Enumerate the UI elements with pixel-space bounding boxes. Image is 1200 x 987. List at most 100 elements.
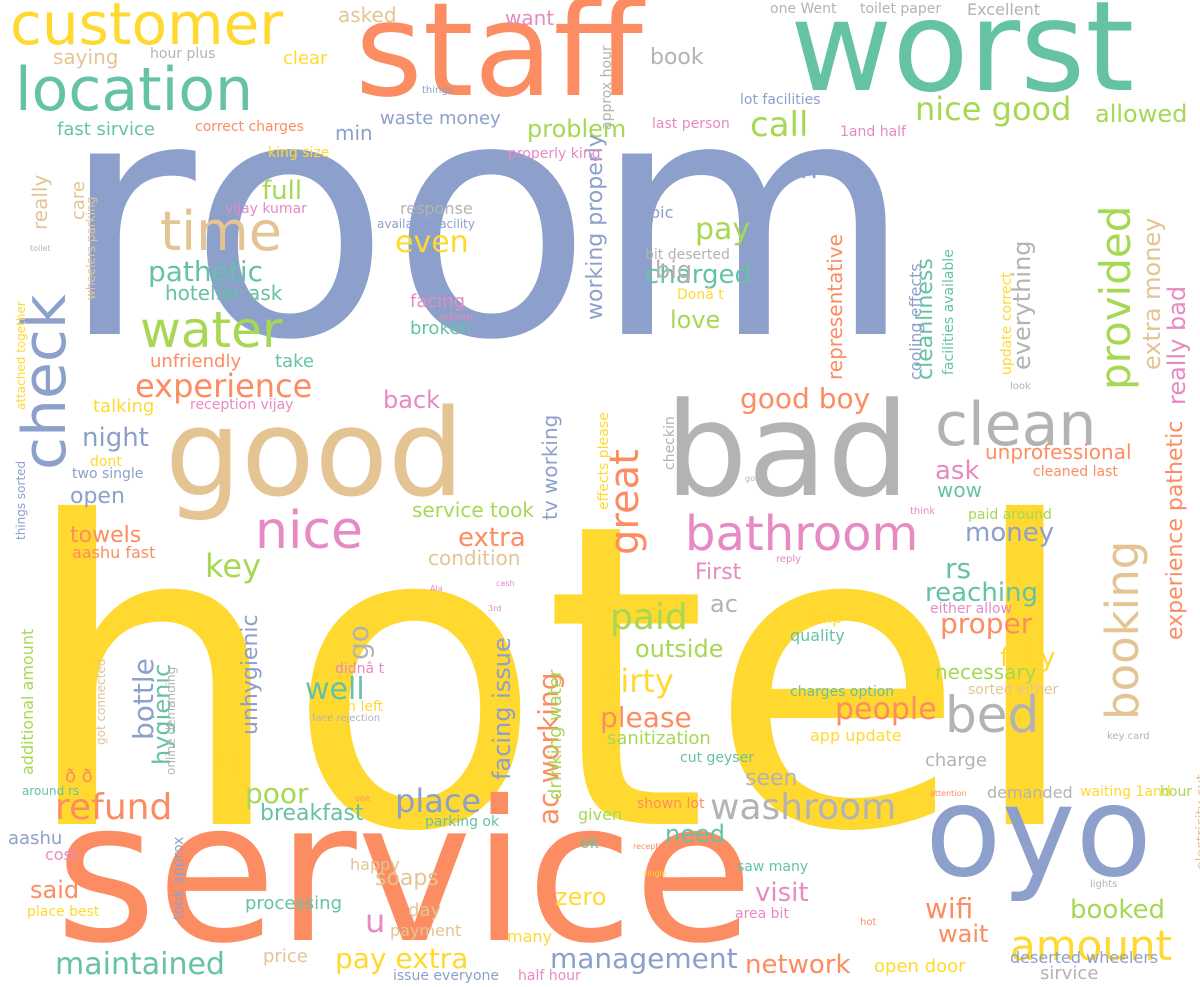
word-80: go — [342, 625, 375, 660]
word-95: big — [655, 256, 693, 284]
word-69: please — [600, 701, 692, 734]
word-176: single — [643, 869, 667, 878]
word-113: two single — [72, 466, 144, 482]
word-90: booked — [1070, 895, 1165, 925]
word-104: want — [505, 6, 555, 30]
word-67: outside — [635, 635, 724, 663]
word-56: unprofessional — [985, 440, 1132, 464]
word-78: unhygienic — [238, 614, 263, 735]
word-26: management — [550, 942, 738, 975]
word-65: people — [835, 692, 937, 727]
word-103: book — [650, 45, 704, 70]
word-165: charge — [925, 750, 987, 771]
word-50: key — [205, 547, 262, 585]
word-2: service — [55, 759, 754, 986]
word-25: maintained — [55, 947, 225, 982]
word-195: ð ð — [65, 766, 93, 787]
word-123: online demanding — [164, 666, 178, 775]
word-74: condition — [428, 546, 521, 570]
word-58: wow — [937, 478, 982, 502]
word-183: half hour — [518, 968, 581, 984]
word-39: love — [670, 306, 721, 334]
word-21: amount — [1010, 921, 1173, 970]
word-134: response — [400, 199, 473, 218]
word-159: either allow — [930, 601, 1013, 617]
word-194: around rs — [22, 784, 80, 798]
word-143: one Went — [770, 1, 837, 17]
word-162: charges option — [790, 684, 895, 700]
word-144: toilet paper — [860, 1, 942, 17]
word-199: 3rd — [488, 604, 502, 613]
word-188: happy — [350, 855, 400, 874]
word-71: ac — [710, 590, 738, 618]
word-93: said — [30, 876, 80, 904]
word-98: take — [275, 351, 314, 372]
word-7: oyo — [925, 760, 1152, 905]
word-109: correct charges — [195, 119, 304, 135]
word-63: fully — [1000, 643, 1056, 673]
word-151: facilities available — [941, 249, 957, 375]
word-101: min — [335, 121, 373, 145]
word-148: hour plus — [150, 46, 216, 62]
word-128: drinking water — [545, 669, 566, 801]
word-140: properly king — [508, 146, 601, 162]
word-60: rs — [945, 552, 972, 585]
word-124: person left — [308, 699, 384, 715]
word-133: checkin — [662, 416, 678, 470]
word-79: well — [305, 672, 365, 707]
word-91: wait — [938, 920, 989, 948]
word-70: sanitization — [607, 728, 711, 749]
word-119: things sorted — [14, 460, 28, 540]
word-121: wheelers parking — [84, 196, 98, 300]
word-147: 1and half — [840, 124, 906, 140]
word-13: bathroom — [685, 506, 919, 562]
word-136: pic — [650, 203, 674, 222]
word-88: need — [665, 820, 725, 848]
word-138: Donâ t — [677, 287, 724, 303]
word-108: fast sirvice — [57, 119, 155, 140]
word-125: face rejection — [312, 713, 381, 724]
word-200: Ala — [430, 584, 443, 593]
word-152: update correct — [999, 272, 1015, 375]
word-105: asked — [338, 3, 397, 27]
word-64: necessary — [935, 660, 1037, 684]
word-190: took approx — [171, 836, 187, 920]
word-139: inform — [440, 312, 473, 323]
word-94: processing — [245, 893, 343, 914]
word-14: time — [160, 200, 283, 263]
word-11: clean — [935, 390, 1097, 460]
word-4: worst — [790, 0, 1135, 120]
word-179: hot — [860, 917, 877, 928]
word-55: good boy — [740, 382, 871, 415]
word-164: app update — [810, 726, 902, 745]
word-83: u — [365, 902, 386, 940]
word-185: many — [507, 927, 552, 946]
word-111: vijay kumar — [225, 201, 307, 217]
word-114: dont — [90, 454, 122, 470]
word-53: night — [82, 423, 149, 453]
word-100: talking — [93, 396, 155, 417]
word-6: good — [165, 385, 465, 524]
word-40: even — [395, 225, 469, 260]
word-170: attention — [930, 789, 967, 798]
word-8: customer — [10, 0, 284, 58]
word-131: ok — [580, 833, 600, 852]
word-43: full — [262, 176, 303, 206]
word-52: open — [70, 484, 125, 509]
word-89: wifi — [925, 892, 974, 925]
word-92: seen — [745, 766, 798, 791]
word-192: cost — [45, 845, 79, 864]
word-29: extra money — [1138, 217, 1166, 370]
word-116: really — [28, 174, 52, 230]
word-172: electricity cut — [1194, 774, 1200, 870]
word-145: Excellent — [967, 0, 1041, 19]
word-44: problem — [527, 115, 627, 143]
word-110: king size — [268, 145, 330, 161]
word-34: representative — [823, 234, 847, 380]
word-35: call — [750, 105, 809, 145]
word-137: bit deserted — [645, 247, 730, 263]
word-174: shown lot — [637, 796, 705, 812]
word-191: place best — [27, 904, 100, 920]
word-81: poor — [245, 777, 309, 810]
